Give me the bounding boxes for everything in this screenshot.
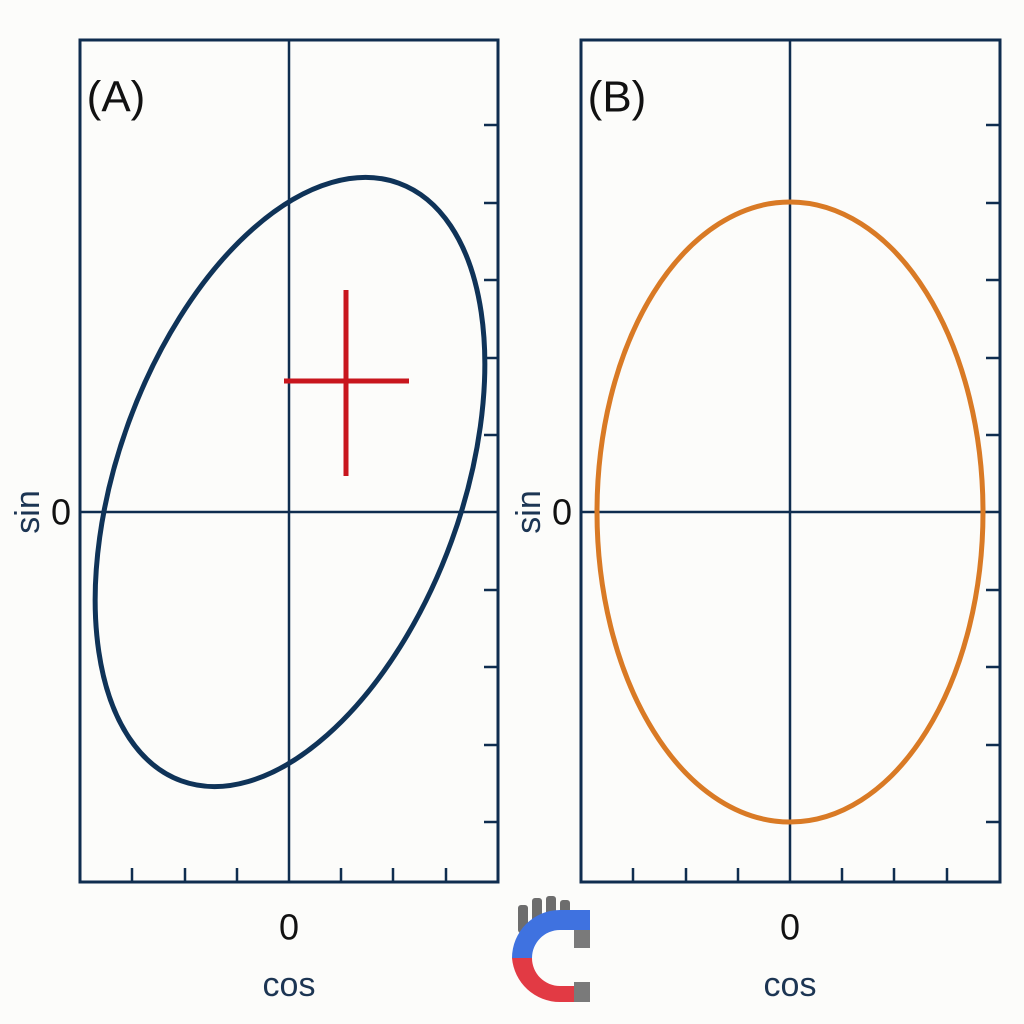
y-origin-label: 0	[51, 492, 71, 533]
ellipse	[594, 199, 986, 825]
y-axis-label: sin	[9, 490, 47, 533]
right-ticks	[484, 123, 498, 824]
magnet-icon	[512, 896, 590, 1003]
bottom-ticks	[130, 868, 448, 882]
x-axis-label: cos	[263, 966, 316, 1004]
right-ticks	[986, 123, 1000, 824]
panel-a: (A) sin 0 0 cos	[9, 38, 500, 1004]
x-origin-label: 0	[279, 907, 299, 948]
y-origin-label: 0	[552, 492, 572, 533]
x-axis-label: cos	[764, 966, 817, 1004]
panel-label: (B)	[588, 73, 647, 122]
ellipse	[92, 174, 488, 790]
y-axis-label: sin	[510, 490, 548, 533]
panel-label: (A)	[87, 73, 146, 122]
panel-b: (B) sin 0 0 cos	[510, 38, 1002, 1004]
bottom-ticks	[631, 868, 949, 882]
x-origin-label: 0	[780, 907, 800, 948]
